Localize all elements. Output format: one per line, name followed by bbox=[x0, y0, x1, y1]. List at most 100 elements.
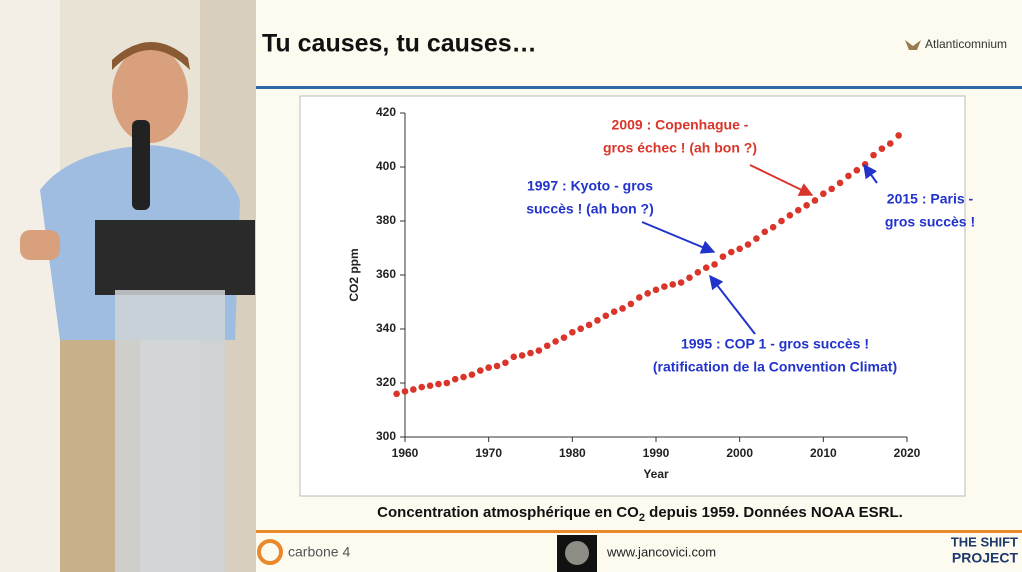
logo: Atlanticomnium bbox=[925, 37, 1007, 51]
chart-frame bbox=[299, 95, 966, 497]
data-point bbox=[820, 190, 827, 198]
arrow bbox=[749, 164, 814, 196]
annotation: 2015 : Paris - bbox=[887, 191, 974, 207]
data-point bbox=[602, 312, 610, 320]
y-tick-label: 300 bbox=[376, 429, 396, 443]
carbone-logo bbox=[257, 539, 283, 565]
speaker-photo bbox=[0, 0, 256, 572]
caption: Concentration atmosphérique en CO2 depui… bbox=[377, 504, 903, 524]
data-point bbox=[594, 317, 601, 324]
data-point bbox=[435, 380, 442, 388]
data-point bbox=[535, 347, 543, 354]
data-point bbox=[694, 269, 702, 276]
data-point bbox=[886, 140, 894, 147]
plot: 300 320 340 360 380 400 420 1960 1970 1980 1990 200… bbox=[347, 105, 975, 481]
data-point bbox=[627, 300, 635, 308]
data-point bbox=[686, 274, 693, 282]
annotation: succès ! (ah bon ?) bbox=[526, 201, 654, 217]
arrow bbox=[641, 221, 716, 254]
data-point bbox=[870, 151, 877, 159]
annotation: gros succès ! bbox=[885, 214, 975, 230]
data-point bbox=[661, 283, 668, 290]
data-point bbox=[493, 362, 501, 370]
annotation: 1995 : COP 1 - gros succès ! bbox=[681, 336, 869, 352]
data-point bbox=[736, 245, 743, 253]
data-point bbox=[719, 253, 727, 260]
x-axis-label: Year bbox=[643, 467, 669, 481]
y-tick-label: 400 bbox=[376, 159, 396, 173]
data-point bbox=[635, 294, 643, 301]
annotation: (ratification de la Convention Climat) bbox=[653, 359, 897, 375]
data-point bbox=[711, 261, 718, 268]
slide-title: Tu causes, tu causes… bbox=[262, 30, 537, 58]
data-point bbox=[585, 321, 593, 329]
arrow bbox=[709, 274, 756, 335]
y-axis-label: CO2 ppm bbox=[347, 248, 361, 301]
x-tick-label: 1990 bbox=[643, 446, 670, 460]
data-point bbox=[803, 202, 810, 209]
data-point bbox=[401, 388, 409, 395]
data-point bbox=[393, 390, 400, 398]
footer-left: carbone 4 bbox=[288, 544, 350, 560]
x-tick-label: 2020 bbox=[894, 446, 921, 460]
title-rule bbox=[256, 86, 1022, 89]
annotation-arrows bbox=[641, 163, 878, 335]
x-tick-label: 1960 bbox=[392, 446, 419, 460]
logo-icon bbox=[905, 40, 921, 50]
data-point bbox=[728, 248, 735, 256]
y-tick-label: 340 bbox=[376, 321, 396, 335]
annotation: 2009 : Copenhague - bbox=[612, 117, 749, 133]
data-point bbox=[744, 241, 752, 248]
caption-sub: 2 bbox=[639, 512, 645, 524]
arrow bbox=[863, 163, 878, 184]
data-point bbox=[485, 364, 492, 371]
data-point bbox=[426, 382, 434, 390]
data-point bbox=[677, 279, 685, 286]
data-point bbox=[878, 145, 886, 152]
x-tick-label: 1980 bbox=[559, 446, 586, 460]
data-point bbox=[644, 290, 651, 297]
footer-rule bbox=[256, 530, 1022, 533]
data-point bbox=[619, 305, 626, 312]
data-point bbox=[610, 308, 618, 316]
data-point bbox=[518, 352, 526, 359]
data-point bbox=[836, 179, 844, 187]
y-tick-label: 360 bbox=[376, 267, 396, 281]
data-point bbox=[652, 286, 660, 294]
data-point bbox=[753, 235, 760, 242]
data-point bbox=[543, 342, 551, 350]
data-point bbox=[418, 383, 426, 391]
data-point bbox=[761, 228, 769, 236]
moon bbox=[565, 541, 589, 565]
x-tick-label: 2010 bbox=[810, 446, 837, 460]
data-point bbox=[477, 367, 484, 374]
data-point bbox=[828, 185, 835, 193]
annotation: 1997 : Kyoto - gros bbox=[527, 178, 653, 194]
data-point bbox=[451, 375, 459, 383]
data-point bbox=[794, 206, 802, 214]
data-point bbox=[443, 379, 451, 387]
footer-right: THE SHIFT bbox=[951, 534, 1018, 549]
annotation: gros échec ! (ah bon ?) bbox=[603, 140, 757, 156]
data-point bbox=[702, 264, 710, 272]
data-point bbox=[786, 212, 794, 219]
data-point bbox=[560, 334, 568, 341]
data-point bbox=[502, 359, 509, 367]
data-point bbox=[460, 373, 467, 381]
data-point bbox=[552, 338, 559, 345]
data-point bbox=[527, 349, 534, 357]
data-point bbox=[577, 325, 584, 333]
data-point bbox=[778, 217, 785, 225]
footer-right: PROJECT bbox=[952, 550, 1019, 566]
y-tick-label: 320 bbox=[376, 375, 396, 389]
footer-center: www.jancovici.com bbox=[606, 544, 716, 559]
data-point bbox=[811, 197, 819, 204]
data-point bbox=[468, 371, 476, 378]
data-point bbox=[410, 386, 417, 393]
y-tick-label: 420 bbox=[376, 105, 396, 119]
data-point bbox=[510, 353, 518, 361]
data-point bbox=[569, 328, 576, 336]
data-point bbox=[845, 172, 852, 180]
data-point bbox=[895, 132, 902, 139]
x-tick-label: 2000 bbox=[726, 446, 753, 460]
